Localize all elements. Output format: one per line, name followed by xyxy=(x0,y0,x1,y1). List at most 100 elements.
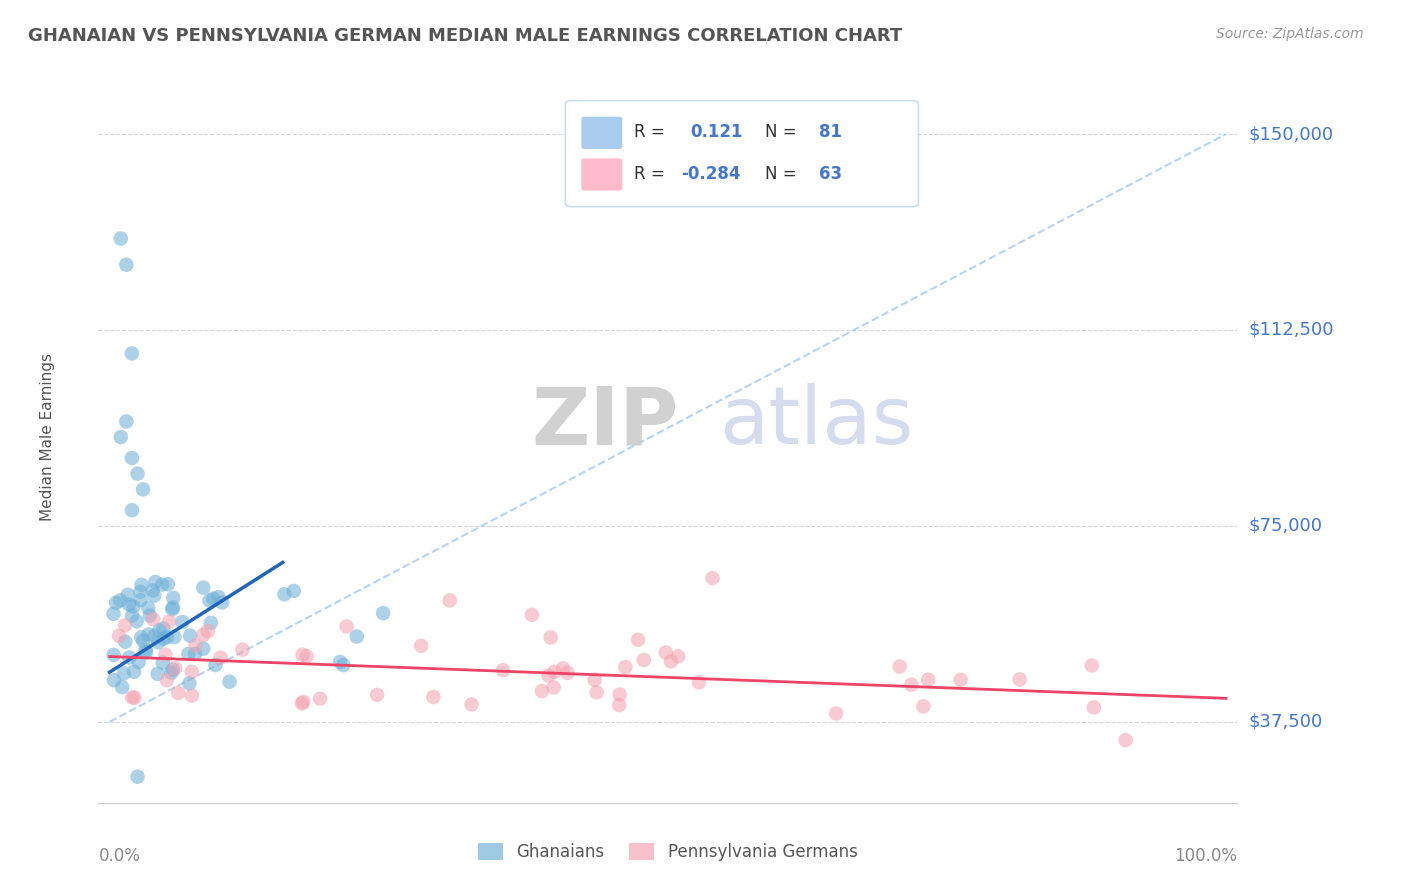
Point xyxy=(114,634,136,648)
Point xyxy=(332,658,354,673)
Point xyxy=(292,695,315,709)
Point xyxy=(181,689,204,703)
Point xyxy=(492,663,515,677)
Point xyxy=(138,627,160,641)
Point xyxy=(540,631,562,645)
Point xyxy=(127,770,149,784)
Point xyxy=(129,584,152,599)
Point xyxy=(128,655,150,669)
Point xyxy=(422,690,444,704)
Point xyxy=(366,688,388,702)
Point xyxy=(155,648,177,662)
Text: $37,500: $37,500 xyxy=(1249,713,1323,731)
Point xyxy=(162,591,184,605)
Point xyxy=(180,665,202,679)
Text: Source: ZipAtlas.com: Source: ZipAtlas.com xyxy=(1216,27,1364,41)
Point xyxy=(627,632,650,647)
Point xyxy=(889,659,911,673)
Point xyxy=(118,598,141,612)
Point xyxy=(148,635,170,649)
Point xyxy=(607,698,630,712)
Point xyxy=(198,593,221,607)
Point xyxy=(165,661,187,675)
Point xyxy=(336,619,359,633)
Point xyxy=(125,614,148,628)
Point xyxy=(1081,658,1104,673)
FancyBboxPatch shape xyxy=(565,101,918,207)
Point xyxy=(135,645,157,659)
Point xyxy=(103,607,125,621)
Point xyxy=(193,581,215,595)
Point xyxy=(218,674,240,689)
Point xyxy=(162,663,184,677)
Point xyxy=(900,678,922,692)
Point xyxy=(557,665,579,680)
Point xyxy=(666,649,689,664)
Point xyxy=(110,593,132,607)
Point xyxy=(460,698,482,712)
Point xyxy=(1083,700,1105,714)
Point xyxy=(184,639,207,653)
Point xyxy=(105,596,128,610)
Point xyxy=(121,608,143,623)
Point xyxy=(117,588,139,602)
Text: 63: 63 xyxy=(820,165,842,183)
Point xyxy=(121,450,143,465)
Point xyxy=(124,690,146,705)
Point xyxy=(162,600,184,615)
Legend: Ghanaians, Pennsylvania Germans: Ghanaians, Pennsylvania Germans xyxy=(471,836,865,868)
Point xyxy=(111,680,134,694)
Text: 81: 81 xyxy=(820,123,842,141)
Point xyxy=(373,606,395,620)
Text: -0.284: -0.284 xyxy=(682,165,741,183)
Point xyxy=(585,685,607,699)
Point xyxy=(115,414,138,428)
Point xyxy=(122,599,145,614)
Point xyxy=(329,655,352,669)
Point xyxy=(633,653,655,667)
Point xyxy=(609,688,631,702)
Point xyxy=(411,639,433,653)
Point xyxy=(150,577,173,591)
Point xyxy=(148,624,170,638)
Point xyxy=(122,665,145,679)
Point xyxy=(142,612,165,626)
Point xyxy=(129,593,152,607)
Point xyxy=(172,615,194,629)
Point xyxy=(204,657,226,672)
Point xyxy=(152,622,174,636)
Point xyxy=(659,654,682,668)
Point xyxy=(614,660,637,674)
Point xyxy=(231,642,253,657)
Point xyxy=(127,467,149,481)
Point xyxy=(1008,673,1031,687)
Point xyxy=(156,630,179,644)
Point xyxy=(139,608,162,623)
Point xyxy=(108,629,131,643)
Point xyxy=(179,629,201,643)
Text: 100.0%: 100.0% xyxy=(1174,847,1237,864)
Point xyxy=(537,668,560,682)
Point xyxy=(273,587,295,601)
Point xyxy=(160,665,183,680)
Point xyxy=(121,690,143,705)
Point xyxy=(131,578,153,592)
Point xyxy=(110,231,132,245)
Text: N =: N = xyxy=(765,165,801,183)
Point xyxy=(193,628,215,642)
Point xyxy=(551,661,574,675)
Point xyxy=(295,649,318,664)
Point xyxy=(160,602,183,616)
Point xyxy=(912,699,935,714)
Text: $112,500: $112,500 xyxy=(1249,321,1334,339)
Text: GHANAIAN VS PENNSYLVANIA GERMAN MEDIAN MALE EARNINGS CORRELATION CHART: GHANAIAN VS PENNSYLVANIA GERMAN MEDIAN M… xyxy=(28,27,903,45)
Point xyxy=(543,681,565,695)
Point xyxy=(156,577,179,591)
Point xyxy=(157,615,180,629)
Point xyxy=(543,665,565,679)
Point xyxy=(143,574,166,589)
Point xyxy=(115,258,138,272)
Point xyxy=(193,641,215,656)
Point xyxy=(167,686,190,700)
Text: 0.0%: 0.0% xyxy=(98,847,141,864)
